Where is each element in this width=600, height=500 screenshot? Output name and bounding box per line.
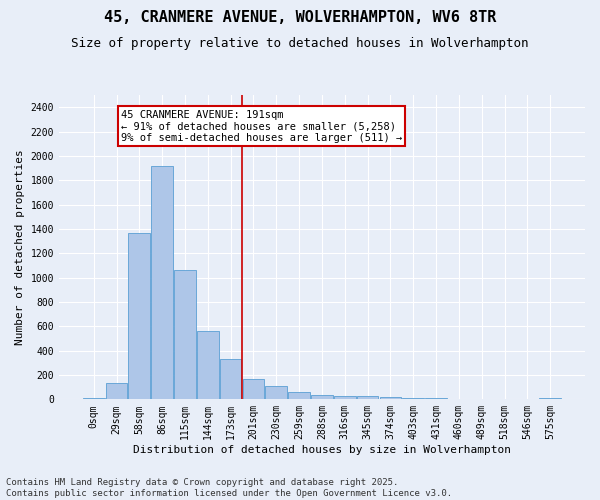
Bar [174, 270, 196, 400]
Bar [220, 358, 241, 400]
Bar [311, 394, 333, 400]
Bar [197, 331, 218, 400]
Bar [288, 392, 310, 400]
Bar [83, 398, 104, 400]
Bar [151, 166, 173, 400]
Bar [128, 233, 150, 400]
Bar [380, 397, 401, 400]
Bar [265, 386, 287, 400]
Bar [425, 398, 447, 400]
Bar [539, 398, 561, 400]
X-axis label: Distribution of detached houses by size in Wolverhampton: Distribution of detached houses by size … [133, 445, 511, 455]
Bar [334, 396, 356, 400]
Bar [448, 398, 470, 400]
Y-axis label: Number of detached properties: Number of detached properties [15, 150, 25, 345]
Text: Contains HM Land Registry data © Crown copyright and database right 2025.
Contai: Contains HM Land Registry data © Crown c… [6, 478, 452, 498]
Bar [494, 398, 515, 400]
Text: 45, CRANMERE AVENUE, WOLVERHAMPTON, WV6 8TR: 45, CRANMERE AVENUE, WOLVERHAMPTON, WV6 … [104, 10, 496, 25]
Text: Size of property relative to detached houses in Wolverhampton: Size of property relative to detached ho… [71, 38, 529, 51]
Bar [242, 378, 265, 400]
Bar [106, 383, 127, 400]
Bar [403, 398, 424, 400]
Bar [357, 396, 379, 400]
Text: 45 CRANMERE AVENUE: 191sqm
← 91% of detached houses are smaller (5,258)
9% of se: 45 CRANMERE AVENUE: 191sqm ← 91% of deta… [121, 110, 403, 143]
Bar [471, 398, 493, 400]
